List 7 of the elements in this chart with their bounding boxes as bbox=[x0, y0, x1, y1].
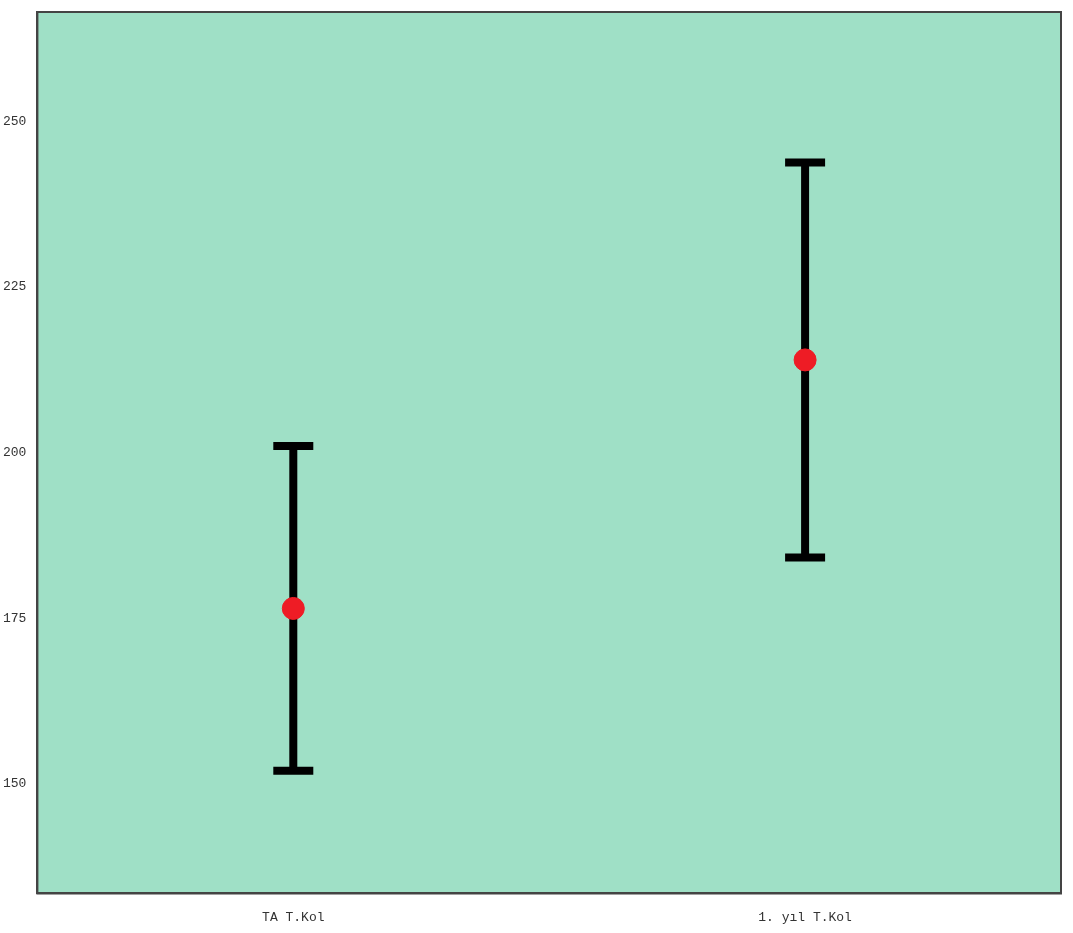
x-tick-label: 1. yıl T.Kol bbox=[758, 909, 853, 925]
x-tick-label: TA T.Kol bbox=[262, 909, 325, 925]
y-tick-label: 200 bbox=[3, 445, 27, 461]
y-tick-label: 225 bbox=[3, 279, 27, 295]
y-tick-label: 250 bbox=[3, 113, 27, 129]
y-tick-label: 150 bbox=[3, 776, 27, 792]
y-tick-label: 175 bbox=[3, 610, 27, 626]
